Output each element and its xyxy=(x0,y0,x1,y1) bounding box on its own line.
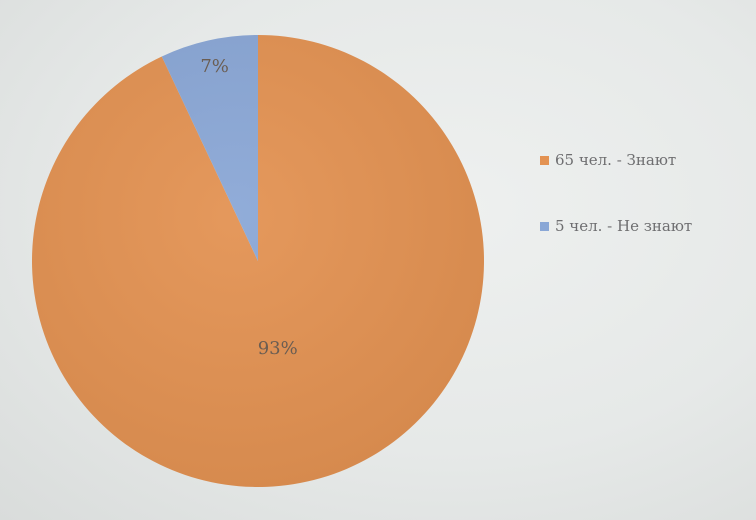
pie-data-labels: 93% 7% xyxy=(200,56,297,359)
legend-swatch-dont-know xyxy=(540,221,549,231)
chart-legend: 65 чел. - Знают 5 чел. - Не знают xyxy=(540,148,750,280)
legend-label-know: 65 чел. - Знают xyxy=(555,151,677,169)
legend-label-dont-know: 5 чел. - Не знают xyxy=(555,217,693,235)
legend-item-know: 65 чел. - Знают xyxy=(540,148,750,172)
legend-swatch-know xyxy=(540,155,549,165)
data-label-1: 7% xyxy=(200,56,229,77)
data-label-0: 93% xyxy=(258,338,298,359)
pie-slices xyxy=(31,35,484,487)
legend-item-dont-know: 5 чел. - Не знают xyxy=(540,214,750,238)
